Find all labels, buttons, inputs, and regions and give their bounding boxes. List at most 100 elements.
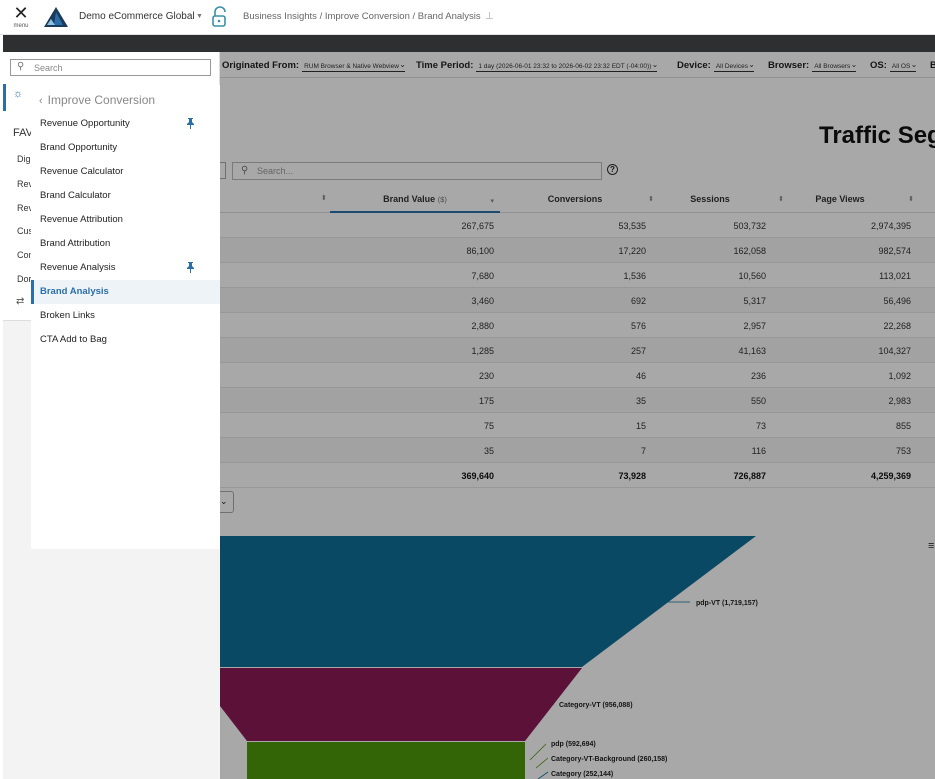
nav-item-fragment[interactable]: Rev: [17, 203, 34, 213]
top-bar: ✕ menu Demo eCommerce Global ▼ Business …: [0, 0, 935, 35]
column-header-brand-value[interactable]: Brand Value ($) ▾: [383, 194, 494, 205]
column-header-sessions[interactable]: Sessions ⬍: [690, 194, 784, 204]
flyout-item-label: Revenue Calculator: [40, 166, 124, 177]
nav-flyout: ‹ Improve Conversion Revenue Opportunity B…: [31, 85, 220, 549]
table-cell: 5,317: [743, 296, 766, 306]
table-cell: 257: [630, 346, 646, 356]
menu-label: menu: [13, 23, 29, 29]
total-cell: 726,887: [733, 471, 766, 481]
segment-select[interactable]: [220, 162, 226, 179]
filter-more[interactable]: B: [930, 60, 935, 71]
funnel-leader-category: [537, 771, 549, 779]
unlock-icon[interactable]: [211, 6, 229, 28]
flyout-item-revenue-opportunity[interactable]: Revenue Opportunity: [31, 112, 220, 136]
table-cell: 53,535: [618, 221, 646, 231]
table-cell: 116: [751, 446, 766, 456]
table-cell: 550: [750, 396, 766, 406]
nav-search-input[interactable]: ⚲ Search: [10, 59, 211, 76]
table-cell: 17,220: [618, 246, 646, 256]
table-search-input[interactable]: ⚲ Search...: [232, 162, 602, 180]
chevron-left-icon: ‹: [39, 95, 43, 107]
filter-time-period[interactable]: Time Period: 1 day (2026-06-01 23:32 to 2…: [416, 60, 658, 72]
rail-active-indicator: [3, 84, 6, 111]
nav-item-fragment[interactable]: Con: [17, 250, 34, 260]
filter-originated-from[interactable]: Originated From: RUM Browser & Native Web…: [222, 60, 405, 72]
main-content: Originated From: RUM Browser & Native Web…: [220, 52, 935, 779]
funnel-segment-pdp-vt: [220, 536, 756, 667]
filter-os[interactable]: OS: All OS: [870, 60, 917, 72]
table-cell: 86,100: [466, 246, 494, 256]
data-table: ⬍ Brand Value ($) ▾ Conversions ⬍ Sessions…: [220, 188, 935, 488]
table-cell: 2,880: [471, 321, 494, 331]
nav-item-fragment[interactable]: Dor: [17, 274, 32, 284]
favorites-heading: FAV: [13, 127, 33, 139]
flyout-item-broken-links[interactable]: Broken Links: [31, 304, 220, 328]
funnel-leader-category-vt-background: [535, 757, 549, 769]
table-row[interactable]: 7,680 1,536 10,560 113,021: [220, 263, 935, 288]
lightbulb-icon[interactable]: ☼: [13, 88, 24, 100]
table-row[interactable]: 3,460 692 5,317 56,496: [220, 288, 935, 313]
chart-type-select[interactable]: ⌄: [220, 491, 234, 513]
modal-backdrop[interactable]: [220, 52, 935, 779]
table-body: 267,675 53,535 503,732 2,974,395 86,100 17,22…: [220, 213, 935, 488]
table-cell: 75: [483, 421, 494, 431]
flyout-item-label: Brand Opportunity: [40, 142, 118, 153]
funnel-label-category-vt: Category-VT (956,088): [559, 702, 633, 709]
table-row[interactable]: 86,100 17,220 162,058 982,574: [220, 238, 935, 263]
breadcrumb: Business Insights / Improve Conversion /…: [243, 11, 481, 22]
flyout-item-brand-attribution[interactable]: Brand Attribution: [31, 232, 220, 256]
table-row[interactable]: 175 35 550 2,983: [220, 388, 935, 413]
table-cell: 1,536: [623, 271, 646, 281]
flyout-item-revenue-attribution[interactable]: Revenue Attribution: [31, 208, 220, 232]
table-cell: 10,560: [738, 271, 766, 281]
table-cell: 22,268: [883, 321, 911, 331]
nav-item-fragment[interactable]: Digi: [17, 154, 33, 164]
table-cell: 73: [755, 421, 766, 431]
pin-icon[interactable]: [186, 118, 195, 129]
table-cell: 692: [630, 296, 646, 306]
page-title: Traffic Seg: [819, 122, 935, 149]
flyout-item-brand-calculator[interactable]: Brand Calculator: [31, 184, 220, 208]
active-sort-indicator: [330, 211, 500, 213]
app-switcher-caret-icon[interactable]: ▼: [196, 13, 203, 20]
funnel-leader-pdp: [529, 743, 547, 761]
funnel-label-pdp-vt: pdp-VT (1,719,157): [696, 600, 758, 607]
table-cell: 236: [750, 371, 766, 381]
table-cell: 7,680: [471, 271, 494, 281]
filter-device[interactable]: Device: All Devices: [677, 60, 754, 72]
flyout-item-revenue-calculator[interactable]: Revenue Calculator: [31, 160, 220, 184]
table-row[interactable]: 230 46 236 1,092: [220, 363, 935, 388]
chart-menu-icon[interactable]: ≡: [928, 540, 935, 552]
table-row[interactable]: 75 15 73 855: [220, 413, 935, 438]
flyout-item-brand-opportunity[interactable]: Brand Opportunity: [31, 136, 220, 160]
table-row[interactable]: 35 7 116 753: [220, 438, 935, 463]
table-cell: 753: [895, 446, 911, 456]
column-header-conversions[interactable]: Conversions ⬍: [547, 194, 654, 204]
flyout-back-button[interactable]: ‹ Improve Conversion: [39, 93, 155, 107]
table-header: ⬍ Brand Value ($) ▾ Conversions ⬍ Sessions…: [220, 188, 935, 213]
flyout-item-revenue-analysis[interactable]: Revenue Analysis: [31, 256, 220, 280]
column-header-page-views[interactable]: Page Views ⬍: [815, 194, 914, 204]
menu-button[interactable]: ✕ menu: [8, 5, 34, 32]
flyout-item-brand-analysis[interactable]: Brand Analysis: [31, 280, 220, 304]
nav-item-fragment[interactable]: Cus: [17, 226, 34, 236]
sync-icon[interactable]: ⇄: [16, 296, 25, 307]
total-cell: 369,640: [461, 471, 494, 481]
table-cell: 46: [635, 371, 646, 381]
app-title[interactable]: Demo eCommerce Global: [79, 11, 195, 22]
filter-browser[interactable]: Browser: All Browsers: [768, 60, 857, 72]
table-row[interactable]: 267,675 53,535 503,732 2,974,395: [220, 213, 935, 238]
pin-icon[interactable]: [186, 262, 195, 273]
flyout-item-cta-add-to-bag[interactable]: CTA Add to Bag: [31, 328, 220, 352]
table-row[interactable]: 2,880 576 2,957 22,268: [220, 313, 935, 338]
table-row[interactable]: 1,285 257 41,163 104,327: [220, 338, 935, 363]
help-icon[interactable]: ?: [607, 164, 618, 175]
flyout-item-label: CTA Add to Bag: [40, 334, 107, 345]
nav-item-fragment[interactable]: Rev: [17, 179, 34, 189]
pin-page-icon[interactable]: ⊥: [485, 11, 494, 22]
table-cell: 56,496: [883, 296, 911, 306]
table-cell: 267,675: [461, 221, 494, 231]
flyout-item-label: Revenue Attribution: [40, 214, 123, 225]
table-cell: 982,574: [878, 246, 911, 256]
table-cell: 113,021: [879, 271, 911, 281]
